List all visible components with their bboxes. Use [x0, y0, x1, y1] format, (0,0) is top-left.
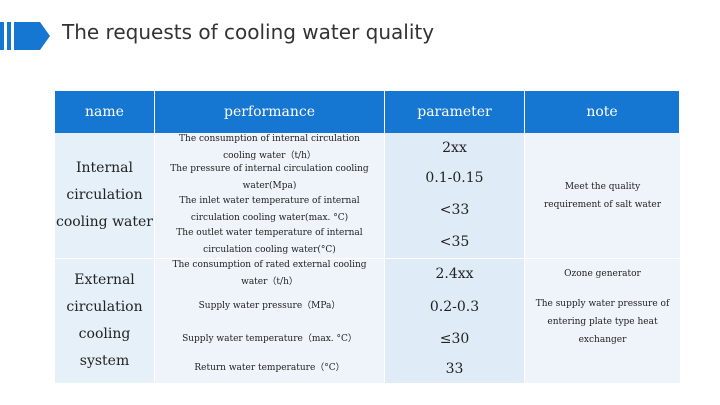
performance-cell: The pressure of internal circulation coo…: [155, 163, 385, 193]
parameter-cell: <35: [385, 226, 525, 259]
note-cell: The supply water pressure of entering pl…: [525, 289, 680, 354]
parameter-cell: 33: [385, 354, 525, 383]
performance-cell: Supply water temperature（max. °C）: [155, 324, 385, 354]
parameter-cell: 0.1-0.15: [385, 163, 525, 193]
note-cell: Ozone generator: [525, 259, 680, 289]
header-note: note: [525, 91, 680, 133]
parameter-cell: ≤30: [385, 324, 525, 354]
group-name-internal: Internal circulation cooling water: [55, 133, 155, 259]
parameter-cell: 2.4xx: [385, 259, 525, 289]
performance-cell: The inlet water temperature of internal …: [155, 193, 385, 226]
parameter-cell: 0.2-0.3: [385, 289, 525, 324]
note-cell: Meet the quality requirement of salt wat…: [525, 133, 680, 259]
header-name: name: [55, 91, 155, 133]
performance-cell: Supply water pressure（MPa）: [155, 289, 385, 324]
requirements-table: name performance parameter note Internal…: [55, 91, 680, 383]
performance-cell: The outlet water temperature of internal…: [155, 226, 385, 259]
header-parameter: parameter: [385, 91, 525, 133]
parameter-cell: <33: [385, 193, 525, 226]
page-title: The requests of cooling water quality: [62, 20, 435, 44]
note-cell-empty: [525, 354, 680, 383]
parameter-cell: 2xx: [385, 133, 525, 163]
performance-cell: The consumption of internal circulation …: [155, 133, 385, 163]
performance-cell: The consumption of rated external coolin…: [155, 259, 385, 289]
performance-cell: Return water temperature（°C）: [155, 354, 385, 383]
logo-chevron-icon: [0, 22, 50, 50]
header-performance: performance: [155, 91, 385, 133]
group-name-external: External circulation cooling system: [55, 259, 155, 383]
